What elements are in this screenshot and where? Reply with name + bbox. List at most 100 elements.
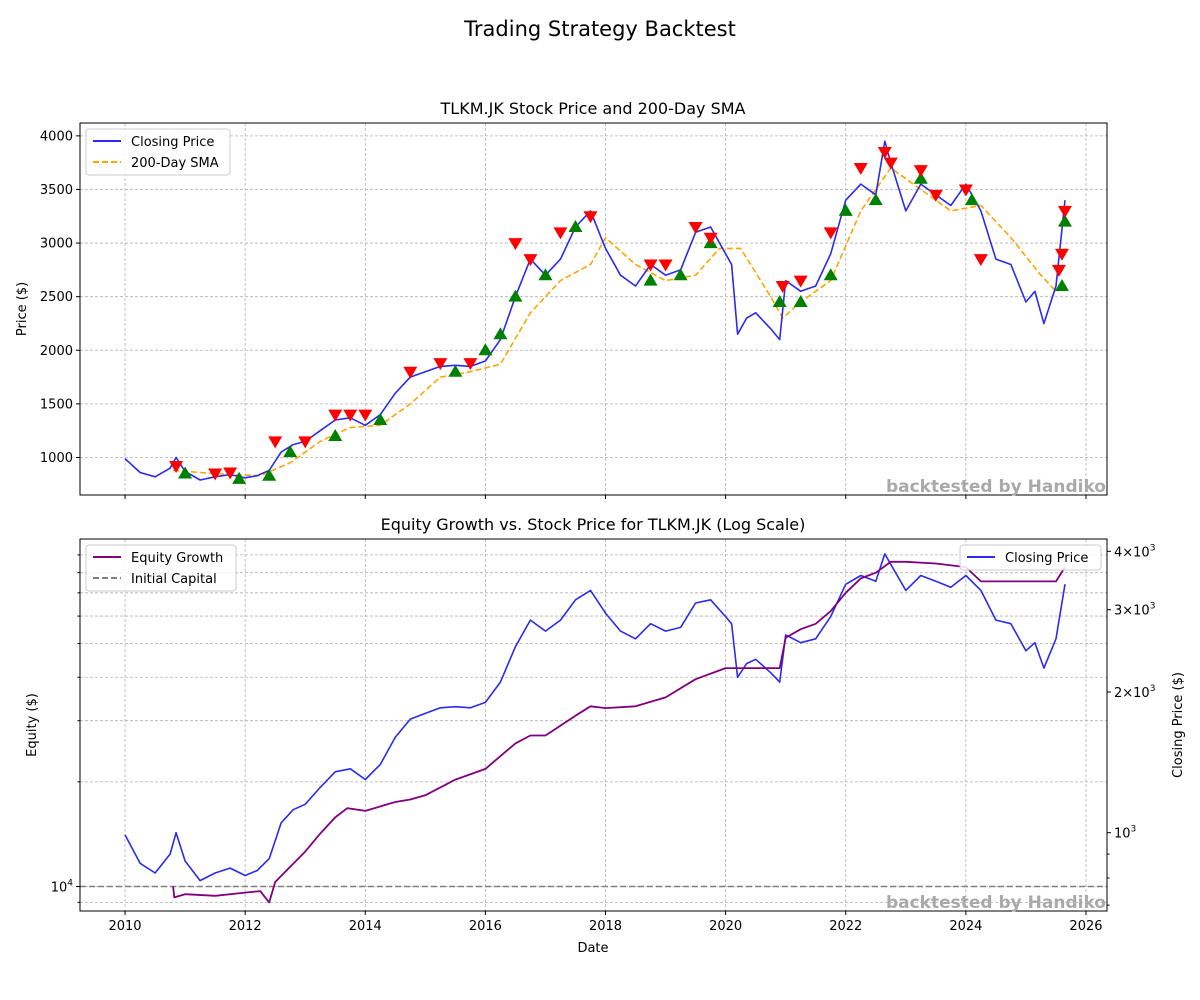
equity-y-label: Equity ($) xyxy=(25,693,40,757)
equity-x-tick-label: 2014 xyxy=(349,919,382,934)
sell-signal-marker xyxy=(958,184,973,197)
sell-signal-marker xyxy=(583,211,598,224)
equity-x-tick-label: 2010 xyxy=(108,919,141,934)
sell-signal-marker xyxy=(775,280,790,293)
legend-initial-capital-label: Initial Capital xyxy=(131,572,217,587)
equity-x-tick-label: 2016 xyxy=(469,919,502,934)
equity-series-line xyxy=(172,560,1066,904)
closing-price-legend-box xyxy=(959,544,1102,571)
price-grid xyxy=(80,123,1107,495)
buy-signal-marker xyxy=(793,295,808,308)
sell-signal-marker xyxy=(358,409,373,422)
equity-watermark: backtested by Handiko xyxy=(886,893,1106,913)
buy-signal-marker xyxy=(508,289,523,302)
price-y-tick-label: 4000 xyxy=(40,129,73,144)
equity-legend: Equity Growth Initial Capital xyxy=(85,544,237,592)
buy-signal-marker xyxy=(262,468,277,481)
sell-signal-marker xyxy=(1054,248,1069,261)
legend-closing-price-label: Closing Price xyxy=(131,135,214,150)
sell-signal-marker xyxy=(223,467,238,480)
price-axes-frame xyxy=(79,122,1108,496)
sell-signal-marker xyxy=(268,436,283,449)
closing-price-y2-tick-label: 4×103 xyxy=(1114,543,1155,560)
buy-signal-marker xyxy=(772,295,787,308)
sell-signal-marker xyxy=(298,436,313,449)
price-y-ticks: 1000 1500 2000 2500 3000 3500 4000 xyxy=(40,129,80,466)
sell-signal-marker xyxy=(1051,264,1066,277)
equity-x-tick-label: 2018 xyxy=(589,919,622,934)
sell-signal-marker xyxy=(403,366,418,379)
sma-series-line xyxy=(173,166,1066,477)
sell-signal-marker xyxy=(703,232,718,245)
closing-price-right-series-line xyxy=(124,553,1066,882)
equity-x-label: Date xyxy=(577,941,608,956)
sell-signal-marker xyxy=(973,254,988,267)
closing-price-legend: Closing Price xyxy=(959,544,1102,571)
equity-x-tick-label: 2026 xyxy=(1069,919,1102,934)
sell-signal-marker xyxy=(343,409,358,422)
sell-signal-marker xyxy=(1057,205,1072,218)
buy-signal-marker xyxy=(673,268,688,281)
sell-signal-marker xyxy=(688,221,703,234)
equity-x-tick-label: 2022 xyxy=(829,919,862,934)
legend-sma-label: 200-Day SMA xyxy=(131,156,219,171)
buy-signal-marker xyxy=(868,193,883,206)
buy-signal-marker xyxy=(838,203,853,216)
equity-legend-box xyxy=(85,544,237,592)
closing-price-y2-tick-label: 3×103 xyxy=(1114,602,1155,619)
legend-closing-price-right-label: Closing Price xyxy=(1005,551,1088,566)
price-panel: TLKM.JK Stock Price and 200-Day SMA 1000… xyxy=(15,99,1108,499)
sell-signal-marker xyxy=(433,358,448,371)
sell-signal-marker xyxy=(463,358,478,371)
sell-signal-marker xyxy=(523,254,538,267)
buy-signal-marker xyxy=(478,343,493,356)
buy-signal-marker xyxy=(913,171,928,184)
equity-plot-area xyxy=(80,553,1107,904)
closing-price-y2-label: Closing Price ($) xyxy=(1171,672,1186,778)
equity-x-tick-label: 2024 xyxy=(949,919,982,934)
sell-signal-marker xyxy=(169,461,184,474)
price-legend-box xyxy=(85,128,231,176)
closing-price-y2-tick-label: 103 xyxy=(1114,825,1136,842)
sell-signal-marker xyxy=(508,238,523,251)
equity-x-ticks: 2010 2012 2014 2016 2018 2020 2022 2024 2026 xyxy=(108,911,1103,934)
sell-signal-marker xyxy=(883,157,898,170)
buy-signal-marker xyxy=(823,268,838,281)
buy-signal-marker xyxy=(448,364,463,377)
price-y-tick-label: 1500 xyxy=(40,397,73,412)
price-y-label: Price ($) xyxy=(15,282,30,336)
buy-signal-marker xyxy=(964,193,979,206)
buy-signal-marker xyxy=(328,429,343,442)
sell-signal-marker xyxy=(823,227,838,240)
price-y-tick-label: 2000 xyxy=(40,344,73,359)
equity-panel-title: Equity Growth vs. Stock Price for TLKM.J… xyxy=(381,515,806,534)
buy-signal-marker xyxy=(493,327,508,340)
buy-signal-marker xyxy=(1054,278,1069,291)
price-x-ticks xyxy=(124,495,1087,499)
buy-signal-marker xyxy=(568,219,583,232)
price-signal-markers xyxy=(169,146,1072,484)
equity-y-ticks: 104 xyxy=(51,554,80,903)
buy-signal-marker xyxy=(178,466,193,479)
price-y-tick-label: 3000 xyxy=(40,237,73,252)
sell-signal-marker xyxy=(913,165,928,178)
equity-y-tick-label: 104 xyxy=(51,878,74,895)
equity-x-tick-label: 2020 xyxy=(709,919,742,934)
sell-signal-marker xyxy=(793,275,808,288)
figure-suptitle: Trading Strategy Backtest xyxy=(463,17,736,41)
buy-signal-marker xyxy=(643,273,658,286)
price-panel-title: TLKM.JK Stock Price and 200-Day SMA xyxy=(440,99,746,118)
price-watermark: backtested by Handiko xyxy=(886,477,1106,497)
equity-panel: Equity Growth vs. Stock Price for TLKM.J… xyxy=(25,515,1186,956)
closing-price-series-line xyxy=(124,140,1066,481)
sell-signal-marker xyxy=(853,163,868,176)
price-y-tick-label: 2500 xyxy=(40,290,73,305)
price-y-tick-label: 3500 xyxy=(40,183,73,198)
sell-signal-marker xyxy=(553,227,568,240)
buy-signal-marker xyxy=(283,445,298,458)
buy-signal-marker xyxy=(373,412,388,425)
sell-signal-marker xyxy=(928,189,943,202)
sell-signal-marker xyxy=(658,259,673,272)
price-plot-area xyxy=(124,140,1066,481)
